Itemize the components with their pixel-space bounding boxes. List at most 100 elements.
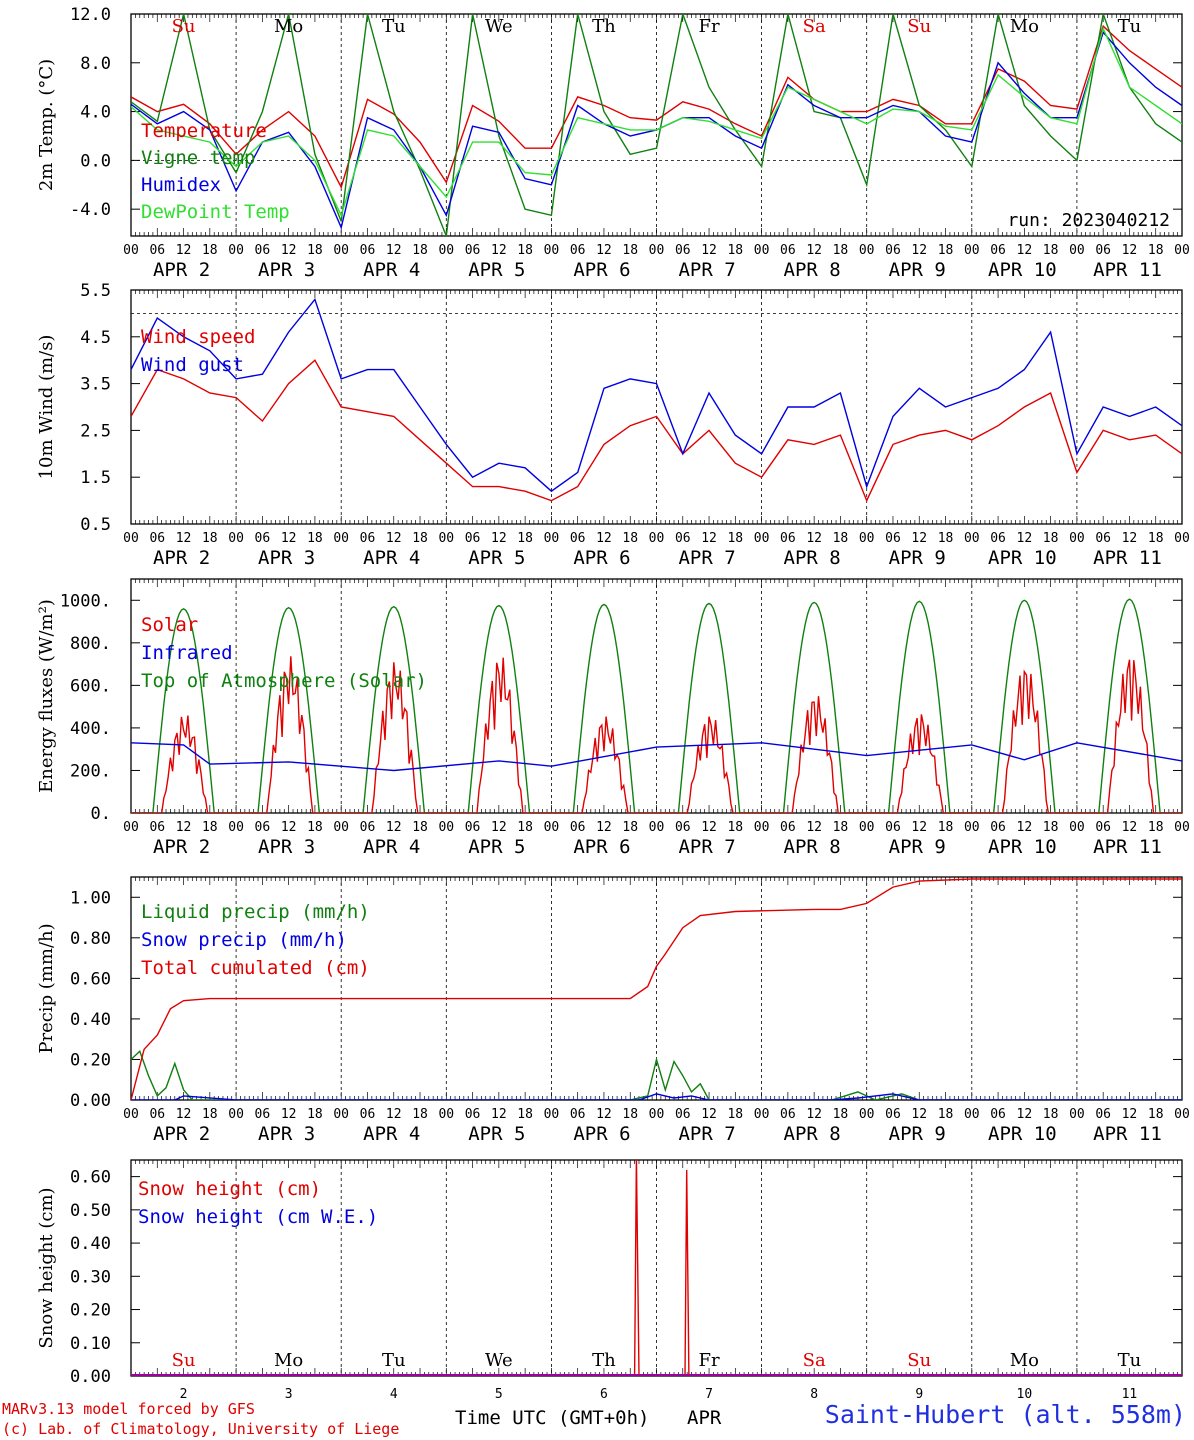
panel-3: 1000. 800. 600. 400. 200. 0. Energy fluxes (W/… [36, 578, 1190, 858]
x-date-label: APR 6 [573, 836, 630, 858]
x-date-label: APR 5 [468, 547, 525, 569]
x-hour-label: 18 [307, 1107, 323, 1122]
y-tick-label: 12.0 [70, 5, 111, 25]
legend-entry: Vigne temp [141, 147, 255, 169]
panel-1: 12.0 8.0 4.0 0.0 -4.0 2m Temp. (°C) 00 06 12 18 00… [36, 5, 1190, 281]
x-hour-label: 00 [228, 1107, 244, 1122]
day-abbr-label: We [485, 16, 513, 37]
x-hour-label: 00 [649, 1107, 665, 1122]
x-hour-label: 12 [1122, 820, 1138, 835]
x-hour-label: 12 [386, 531, 402, 546]
x-day-number: 9 [915, 1387, 923, 1402]
x-hour-label: 00 [1174, 1107, 1190, 1122]
x-date-label: APR 6 [573, 547, 630, 569]
panel-2: 5.5 4.5 3.5 2.5 1.5 0.5 10m Wind (m/s) 00 06 12 18… [36, 281, 1190, 569]
x-axis-title: Time UTC (GMT+0h) [455, 1407, 649, 1429]
x-hour-label: 12 [281, 1107, 297, 1122]
x-hour-label: 18 [727, 1107, 743, 1122]
x-date-label: APR 2 [153, 1123, 210, 1145]
y-tick-label: 3.5 [80, 375, 111, 395]
legend-entry: Solar [141, 614, 198, 636]
x-hour-label: 18 [727, 820, 743, 835]
x-hour-label: 00 [859, 243, 875, 258]
x-day-number: 3 [285, 1387, 293, 1402]
panel-4: 1.00 0.80 0.60 0.40 0.20 0.00 Precip (mm/h) 00 0… [36, 876, 1190, 1145]
x-hour-label: 18 [833, 820, 849, 835]
x-hour-label: 12 [596, 1107, 612, 1122]
x-hour-label: 06 [780, 1107, 796, 1122]
x-hour-label: 12 [806, 531, 822, 546]
x-hour-label: 18 [202, 531, 218, 546]
x-axis-month: APR [687, 1407, 722, 1429]
x-date-label: APR 9 [889, 259, 946, 281]
day-abbr-label: We [485, 1350, 513, 1371]
x-hour-label: 06 [1095, 1107, 1111, 1122]
x-hour-label: 18 [307, 243, 323, 258]
x-hour-label: 12 [1017, 243, 1033, 258]
day-abbr-label: Mo [1010, 1350, 1039, 1371]
legend-entry: Snow height (cm) [138, 1178, 321, 1200]
x-hour-label: 06 [885, 243, 901, 258]
x-date-label: APR 8 [784, 836, 841, 858]
y-axis-label: Energy fluxes (W/m²) [36, 599, 57, 793]
x-hour-label: 12 [386, 1107, 402, 1122]
y-tick-label: 1000. [60, 591, 111, 611]
y-tick-label: 400. [70, 719, 111, 739]
x-hour-label: 06 [990, 820, 1006, 835]
x-date-label: APR 11 [1093, 259, 1162, 281]
x-hour-label: 00 [438, 1107, 454, 1122]
x-hour-label: 00 [1069, 243, 1085, 258]
x-hour-label: 06 [675, 531, 691, 546]
series-line-toa-solar [131, 598, 1182, 813]
x-hour-label: 00 [859, 531, 875, 546]
x-hour-label: 00 [333, 531, 349, 546]
day-abbr-label: Sa [803, 1350, 826, 1371]
x-hour-label: 06 [675, 243, 691, 258]
x-hour-label: 18 [517, 243, 533, 258]
x-date-label: APR 4 [363, 836, 420, 858]
x-date-label: APR 3 [258, 836, 315, 858]
x-hour-label: 12 [806, 243, 822, 258]
y-tick-label: 5.5 [80, 281, 111, 301]
x-day-number: 2 [180, 1387, 188, 1402]
y-tick-label: 0.20 [70, 1301, 111, 1321]
series-line-vigne-temp [131, 14, 1182, 236]
x-hour-label: 00 [438, 531, 454, 546]
y-tick-label: 0.60 [70, 1168, 111, 1188]
x-hour-label: 18 [727, 531, 743, 546]
x-hour-label: 12 [281, 531, 297, 546]
x-hour-label: 12 [596, 531, 612, 546]
x-hour-label: 00 [544, 1107, 560, 1122]
x-hour-label: 18 [1043, 531, 1059, 546]
x-hour-label: 06 [780, 243, 796, 258]
y-axis-label: 10m Wind (m/s) [36, 335, 57, 480]
x-hour-label: 18 [517, 531, 533, 546]
x-hour-label: 12 [596, 243, 612, 258]
x-hour-label: 06 [990, 243, 1006, 258]
x-date-label: APR 10 [988, 1123, 1057, 1145]
x-hour-label: 06 [1095, 531, 1111, 546]
x-date-label: APR 6 [573, 259, 630, 281]
x-hour-label: 00 [1174, 820, 1190, 835]
x-date-label: APR 8 [784, 1123, 841, 1145]
series-line-snow-height-cm- [131, 1160, 1182, 1376]
y-tick-label: 0.0 [80, 151, 111, 171]
x-day-number: 4 [390, 1387, 398, 1402]
x-hour-label: 12 [176, 820, 192, 835]
x-hour-label: 06 [675, 1107, 691, 1122]
x-hour-label: 12 [1122, 531, 1138, 546]
x-date-label: APR 7 [678, 836, 735, 858]
x-hour-label: 18 [517, 1107, 533, 1122]
x-hour-label: 00 [123, 531, 139, 546]
x-hour-label: 12 [701, 820, 717, 835]
y-tick-label: 0.40 [70, 1010, 111, 1030]
x-hour-label: 12 [1017, 820, 1033, 835]
x-hour-label: 12 [176, 1107, 192, 1122]
x-date-label: APR 11 [1093, 836, 1162, 858]
x-hour-label: 06 [675, 820, 691, 835]
x-hour-label: 18 [1148, 1107, 1164, 1122]
y-tick-label: 0. [91, 804, 111, 824]
x-date-label: APR 3 [258, 1123, 315, 1145]
x-hour-label: 06 [1095, 820, 1111, 835]
x-hour-label: 00 [333, 1107, 349, 1122]
